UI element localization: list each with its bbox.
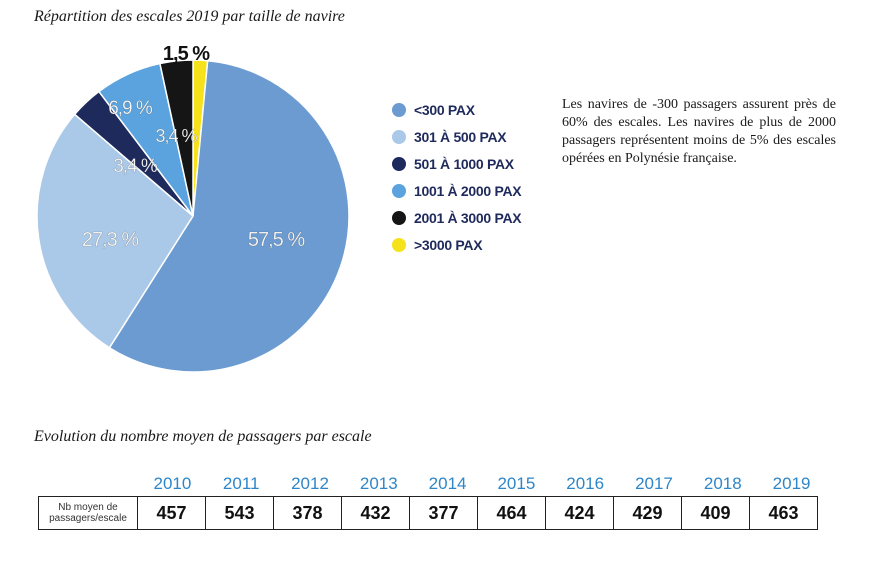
pie-chart: 57,5 %27,3 %3,4 %6,9 %3,4 %1,5 % (36, 43, 350, 373)
legend-item: 501 À 1000 PAX (392, 150, 521, 177)
table-cell: 377 (409, 496, 478, 530)
table-cell: 464 (477, 496, 546, 530)
pie-label-4: 6,9 % (108, 98, 153, 119)
table-cell: 378 (273, 496, 342, 530)
legend-swatch (392, 210, 406, 225)
year-header: 2015 (497, 474, 536, 493)
table-cell: 409 (681, 496, 750, 530)
legend-item: 1001 À 2000 PAX (392, 177, 522, 204)
row-header: Nb moyen de passagers/escale (38, 496, 138, 530)
table-title: Evolution du nombre moyen de passagers p… (34, 428, 372, 445)
pie-label-1: 57,5 % (248, 229, 305, 251)
table-cell: 424 (545, 496, 614, 530)
table-year-headers: 2010 2011 2012 2013 2014 2015 2016 2017 2018 2019 (138, 474, 826, 494)
legend-label: >3000 PAX (414, 236, 483, 253)
legend-label: 2001 À 3000 PAX (414, 209, 522, 226)
pie-label-3: 3,4 % (113, 156, 158, 177)
table-cell: 543 (205, 496, 274, 530)
legend-swatch (392, 156, 406, 171)
row-header-line2: passagers/escale (49, 513, 127, 524)
chart-description: Les navires de -300 passagers assurent p… (562, 97, 836, 166)
year-header: 2012 (291, 474, 329, 493)
pie-label-2: 27,3 % (82, 229, 139, 251)
year-header: 2018 (703, 474, 742, 493)
table-cell: 457 (137, 496, 206, 530)
year-header: 2019 (772, 474, 811, 493)
legend-swatch (392, 102, 406, 117)
legend-item: >3000 PAX (392, 231, 521, 258)
legend-label: 1001 À 2000 PAX (414, 182, 522, 199)
legend-swatch (392, 183, 406, 198)
legend-item: 301 À 500 PAX (392, 123, 521, 150)
year-header: 2016 (566, 474, 605, 493)
chart-legend: <300 PAX 301 À 500 PAX 501 À 1000 PAX 1001 … (392, 96, 522, 258)
legend-item: 2001 À 3000 PAX (392, 204, 522, 231)
legend-swatch (392, 129, 406, 144)
pie-slice-1 (108, 59, 350, 373)
legend-label: 501 À 1000 PAX (414, 155, 514, 172)
year-header: 2014 (428, 474, 467, 493)
table-cell: 432 (341, 496, 410, 530)
pie-label-6: 1,5 % (163, 43, 210, 65)
pie-slice-2 (36, 113, 194, 349)
table-cell: 463 (749, 496, 818, 530)
table-cell: 429 (613, 496, 682, 530)
passengers-table: Nb moyen de passagers/escale 457 543 378 43… (38, 496, 818, 530)
year-header: 2010 (153, 474, 192, 493)
table-row: Nb moyen de passagers/escale 457 543 378 43… (38, 496, 818, 530)
legend-swatch (392, 237, 406, 252)
year-header: 2013 (359, 474, 398, 493)
pie-slice-5 (159, 59, 194, 217)
year-header: 2017 (635, 474, 673, 493)
year-header: 2011 (222, 474, 260, 493)
row-header-line1: Nb moyen de (58, 502, 118, 513)
legend-label: <300 PAX (414, 101, 475, 118)
legend-label: 301 À 500 PAX (414, 128, 507, 145)
pie-label-5: 3,4 % (155, 126, 197, 146)
legend-item: <300 PAX (392, 96, 521, 123)
chart-title: Répartition des escales 2019 par taille … (34, 8, 345, 25)
